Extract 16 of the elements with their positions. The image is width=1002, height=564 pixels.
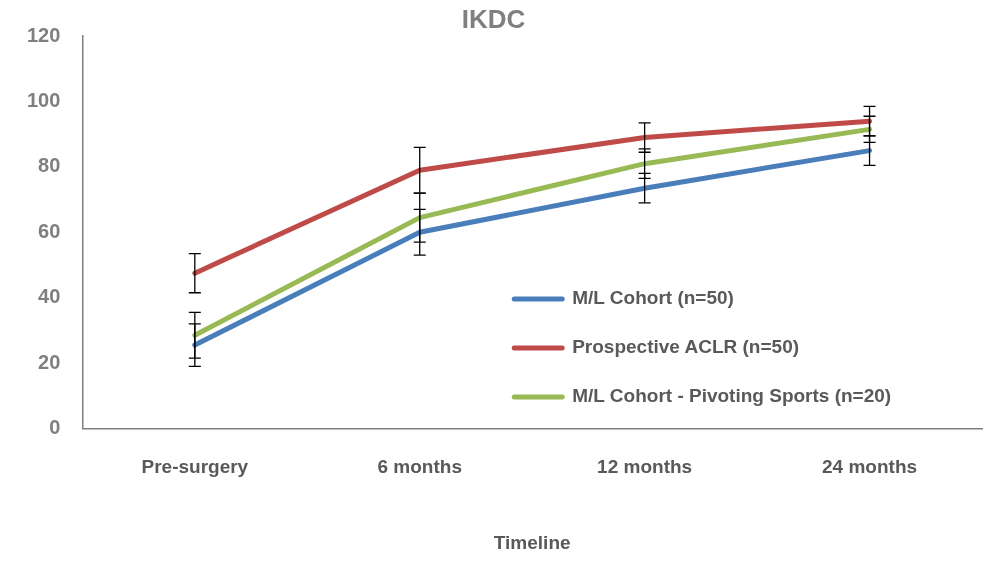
chart-title: IKDC xyxy=(461,3,526,34)
x-tick-label: Pre-surgery xyxy=(141,456,249,478)
legend-label: M/L Cohort (n=50) xyxy=(572,287,734,309)
y-tick-label: 120 xyxy=(26,23,61,46)
x-tick-label: 12 months xyxy=(597,456,693,478)
y-tick-label: 20 xyxy=(38,350,61,373)
legend-label: Prospective ACLR (n=50) xyxy=(572,336,800,358)
y-tick-label: 0 xyxy=(49,415,61,438)
y-tick-label: 100 xyxy=(26,89,61,112)
y-tick-label: 40 xyxy=(38,285,61,308)
x-axis-title: Timeline xyxy=(493,531,571,553)
y-tick-label: 80 xyxy=(38,154,61,177)
x-tick-label: 24 months xyxy=(822,456,918,478)
x-tick-label: 6 months xyxy=(377,456,462,478)
y-tick-label: 60 xyxy=(38,219,61,242)
legend-label: M/L Cohort - Pivoting Sports (n=20) xyxy=(572,385,892,407)
